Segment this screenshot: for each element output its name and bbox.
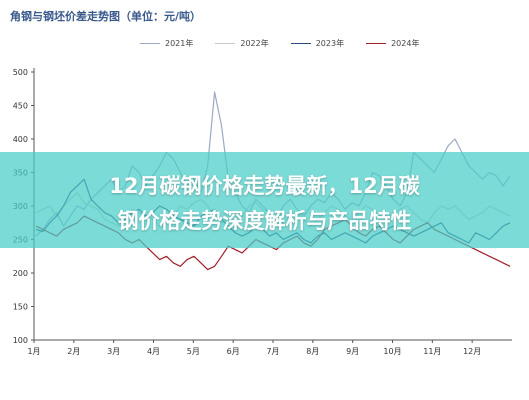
y-tick-label: 150 <box>13 303 28 312</box>
legend-label-2023: 2023年 <box>315 39 345 48</box>
legend-item-2021: 2021年 <box>140 38 193 49</box>
x-tick-label: 2月 <box>67 347 80 356</box>
y-tick-label: 100 <box>13 336 28 345</box>
legend-swatch-2021 <box>140 43 160 44</box>
legend-label-2022: 2022年 <box>240 39 269 48</box>
y-tick-label: 200 <box>13 269 28 278</box>
y-tick-label: 400 <box>13 135 28 144</box>
banner-title-line-2: 钢价格走势深度解析与产品特性 <box>117 209 412 233</box>
legend: 2021年 2022年 2023年 2024年 <box>140 38 419 49</box>
x-tick-label: 7月 <box>266 347 279 356</box>
axes: 1001502002503003504004505001月2月3月4月5月6月7… <box>13 68 512 356</box>
title-banner: 12月碳钢价格走势最新，12月碳 钢价格走势深度解析与产品特性 <box>0 152 529 248</box>
x-tick-label: 9月 <box>346 347 359 356</box>
legend-label-2024: 2024年 <box>391 39 420 48</box>
x-tick-label: 11月 <box>423 347 441 356</box>
legend-swatch-2024 <box>366 43 387 44</box>
legend-label-2021: 2021年 <box>165 39 194 48</box>
x-tick-label: 12月 <box>463 347 481 356</box>
chart-title: 角钢与钢坯价差走势图（单位：元/吨） <box>10 10 202 23</box>
x-tick-label: 10月 <box>383 347 401 356</box>
x-tick-label: 6月 <box>227 347 240 356</box>
x-tick-label: 1月 <box>27 347 40 356</box>
legend-swatch-2022 <box>215 43 236 44</box>
y-tick-label: 500 <box>13 68 28 77</box>
legend-item-2023: 2023年 <box>290 38 345 49</box>
x-tick-label: 5月 <box>187 347 200 356</box>
x-tick-label: 8月 <box>306 347 319 356</box>
y-tick-label: 450 <box>13 102 28 111</box>
x-tick-label: 4月 <box>147 347 160 356</box>
x-tick-label: 3月 <box>107 347 120 356</box>
legend-item-2024: 2024年 <box>366 38 419 49</box>
legend-swatch-2023 <box>290 43 311 44</box>
banner-title-line-1: 12月碳钢价格走势最新，12月碳 <box>109 174 420 198</box>
legend-item-2022: 2022年 <box>215 38 269 49</box>
